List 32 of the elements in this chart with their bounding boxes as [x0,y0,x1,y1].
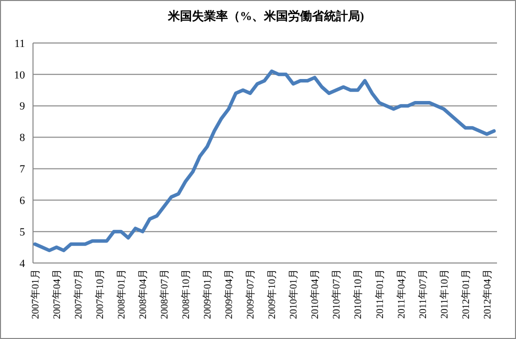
chart-title: 米国失業率（%、米国労働省統計局) [167,9,364,23]
x-tick-label: 2009年01月 [202,269,214,319]
y-tick-label: 10 [14,69,26,82]
y-tick-label: 9 [20,100,26,113]
x-tick-label: 2011年04月 [395,269,408,319]
x-tick-label: 2010年10月 [352,269,364,319]
line-series [33,70,496,252]
x-tick-label: 2007年07月 [72,269,85,319]
y-tick-label: 8 [20,132,26,144]
y-tick-label: 11 [14,38,25,50]
y-tick-label: 7 [20,164,26,176]
x-tick-label: 2008年07月 [158,269,171,319]
x-tick-label: 2010年04月 [309,269,322,319]
x-tick-label: 2007年01月 [30,269,42,319]
x-tick-label: 2008年01月 [116,269,128,319]
x-tick-label: 2007年04月 [51,269,64,319]
x-tick-label: 2009年04月 [223,269,236,319]
x-tick-label: 2010年01月 [288,269,300,319]
x-tick-label: 2009年07月 [244,269,257,319]
x-tick-label: 2009年10月 [266,269,278,319]
x-tick-label: 2008年04月 [137,269,150,319]
x-tick-label: 2011年10月 [438,269,450,319]
y-tick-label: 6 [20,194,26,207]
x-tick-label: 2012年01月 [460,269,472,319]
x-tick-label: 2011年01月 [374,269,386,319]
x-tick-label: 2012年04月 [481,269,494,319]
x-tick-label: 2010年07月 [330,269,343,319]
y-tick-label: 5 [20,226,26,238]
y-tick-label: 4 [20,258,26,270]
x-tick-label: 2008年10月 [180,269,192,319]
x-tick-label: 2011年07月 [416,269,429,319]
x-tick-label: 2007年10月 [94,269,106,319]
